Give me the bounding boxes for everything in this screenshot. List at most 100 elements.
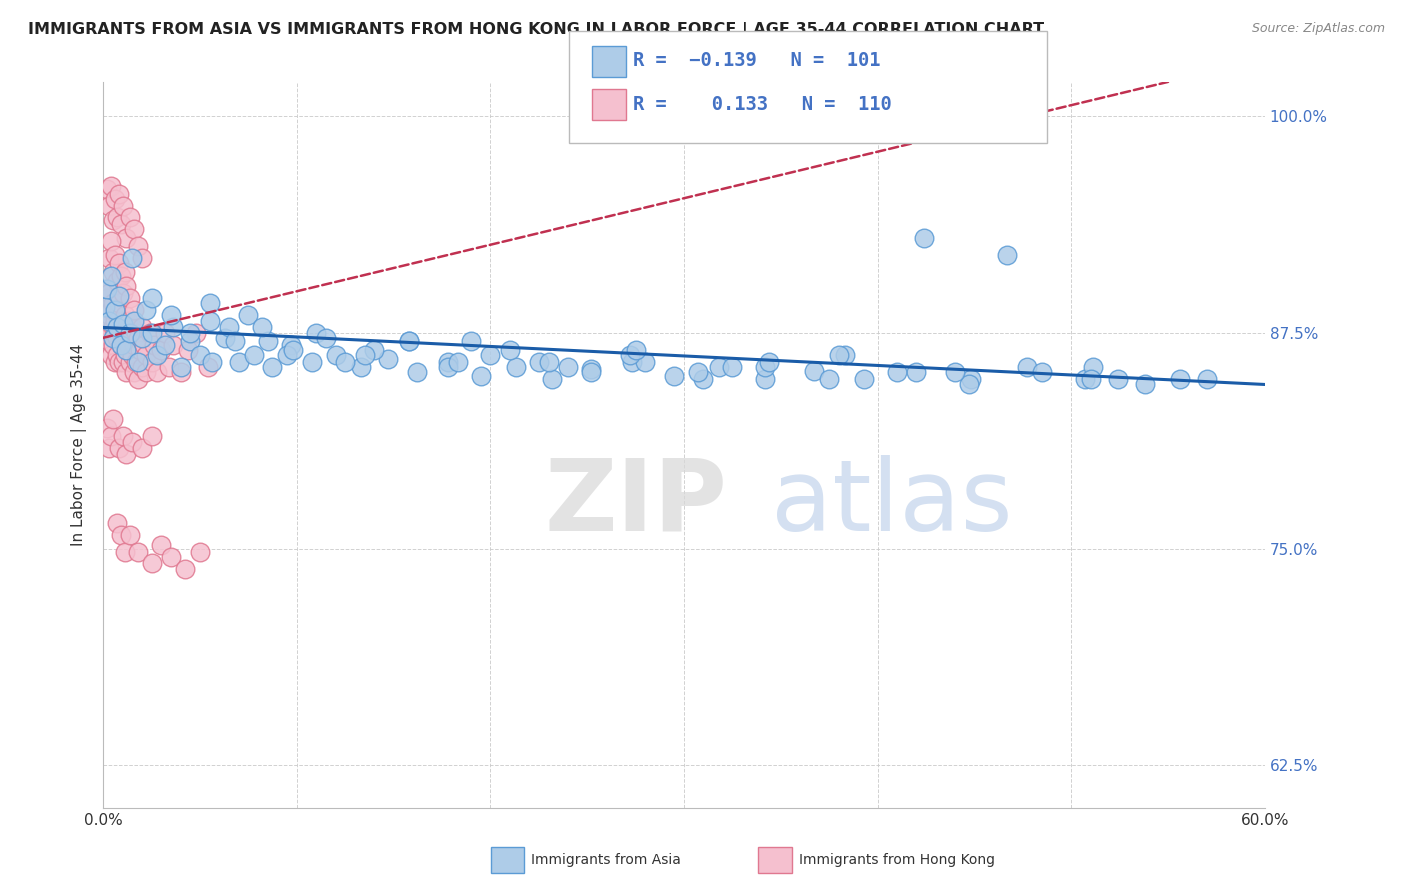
Point [188,348,211,362]
Point [146,348,169,362]
Point [470,368,492,383]
Point [127,239,149,253]
Point [120,326,142,340]
Point [135,365,157,379]
Point [110,217,132,231]
Point [105,516,128,530]
Point [686,365,709,379]
Point [122,365,145,379]
Text: Immigrants from Asia: Immigrants from Asia [531,853,682,867]
Point [619,348,641,362]
Point [121,320,143,334]
Point [460,334,482,349]
Point [162,320,184,334]
Point [1081,360,1104,375]
Point [141,326,163,340]
Point [1133,377,1156,392]
Text: R =  −0.139   N =  101: R = −0.139 N = 101 [633,51,880,70]
Point [579,365,602,379]
Point [281,343,304,357]
Point [188,545,211,559]
Point [160,308,183,322]
Point [243,348,266,362]
Point [169,365,191,379]
Point [96,303,118,318]
Point [127,355,149,369]
Point [131,360,153,375]
Point [110,268,132,283]
Point [1195,372,1218,386]
Point [228,355,250,369]
Point [111,199,134,213]
Point [177,343,200,357]
Point [160,550,183,565]
Point [256,334,278,349]
Point [1080,372,1102,386]
Point [238,308,260,322]
Point [111,313,134,327]
Point [186,326,208,340]
Point [120,355,142,369]
Point [94,300,117,314]
Point [107,320,129,334]
Point [114,348,136,362]
Point [157,360,180,375]
Point [957,377,980,392]
Text: IMMIGRANTS FROM ASIA VS IMMIGRANTS FROM HONG KONG IN LABOR FORCE | AGE 35-44 COR: IMMIGRANTS FROM ASIA VS IMMIGRANTS FROM … [28,22,1045,38]
Point [834,348,856,362]
Point [125,355,148,369]
Point [96,291,118,305]
Point [505,360,527,375]
Point [121,252,143,266]
Point [150,343,173,357]
Point [758,355,780,369]
Point [828,348,851,362]
Point [437,360,460,375]
Point [111,331,134,345]
Point [100,268,122,283]
Point [122,222,145,236]
Point [305,326,328,340]
Point [853,372,876,386]
Point [98,442,121,456]
Point [121,348,143,362]
Point [105,210,128,224]
Point [117,337,139,351]
Point [446,355,468,369]
Point [111,285,134,300]
Point [721,360,744,375]
Point [214,331,236,345]
Text: Source: ZipAtlas.com: Source: ZipAtlas.com [1251,22,1385,36]
Point [104,248,127,262]
Point [150,538,173,552]
Point [107,355,129,369]
Point [995,248,1018,262]
Point [115,365,138,379]
Text: R =    0.133   N =  110: R = 0.133 N = 110 [633,95,891,114]
Point [100,348,122,362]
Point [94,282,117,296]
Point [363,343,385,357]
Point [115,343,138,357]
Point [377,351,399,366]
Point [1031,365,1053,379]
Point [634,355,657,369]
Point [173,562,195,576]
Point [94,320,117,334]
Point [818,372,841,386]
Point [620,355,643,369]
Point [120,210,142,224]
Point [96,282,118,296]
Point [153,337,176,351]
Point [101,331,124,345]
Point [104,355,127,369]
Point [260,360,283,375]
Point [437,355,460,369]
Point [664,368,686,383]
Point [405,365,427,379]
Point [276,348,298,362]
Point [122,303,145,318]
Point [107,256,129,270]
Point [905,365,928,379]
Point [120,528,142,542]
